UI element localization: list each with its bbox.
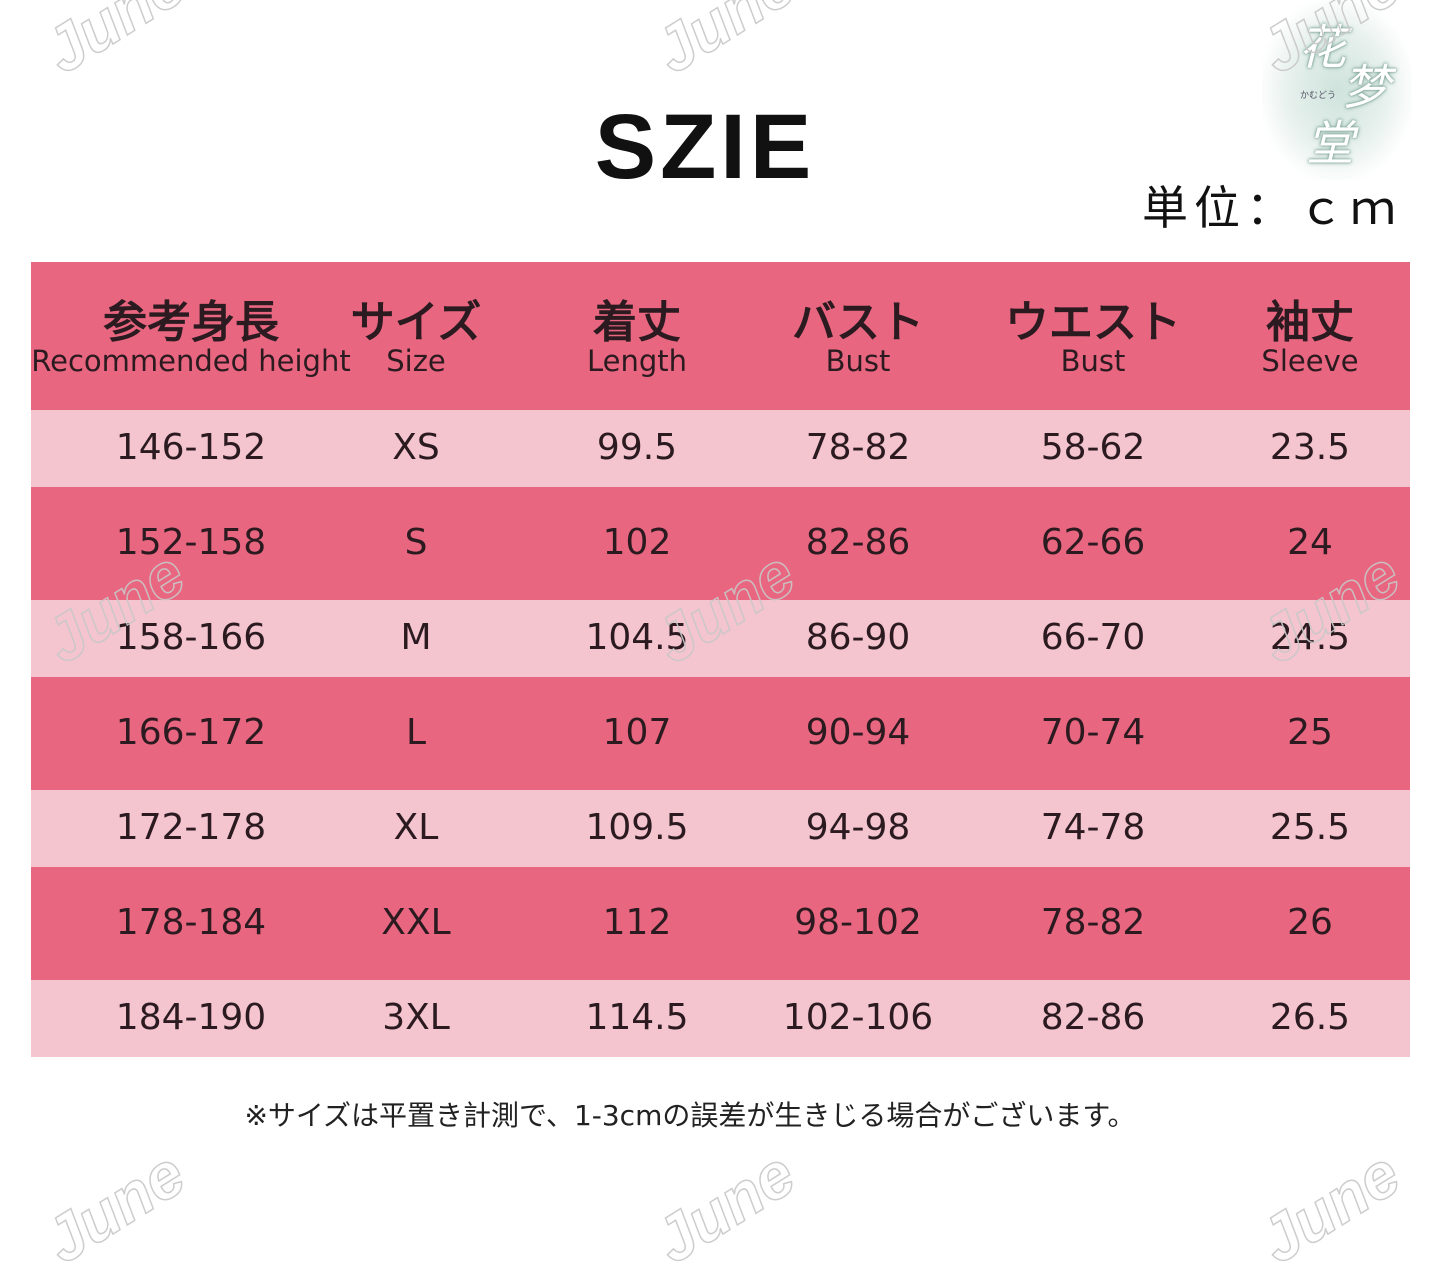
table-cell: 172-178 <box>115 806 267 848</box>
table-cell: 86-90 <box>805 616 911 658</box>
table-cell: 98-102 <box>794 901 922 943</box>
watermark: June <box>32 1136 198 1278</box>
column-header: 参考身長 Recommended height <box>31 297 351 378</box>
table-cell: XS <box>392 426 440 468</box>
column-header-en: Bust <box>1060 344 1126 378</box>
column-header-ja: 着丈 <box>593 297 681 348</box>
table-row: 184-190 3XL 114.5 102-106 82-86 26.5 <box>31 980 1410 1057</box>
table-cell: 74-78 <box>1040 806 1146 848</box>
table-cell: 90-94 <box>805 711 911 753</box>
table-cell: 107 <box>602 711 672 753</box>
column-header: サイズ Size <box>350 297 482 378</box>
column-header: バスト Bust <box>792 297 924 378</box>
table-header-row: 参考身長 Recommended height サイズ Size 着丈 Length バスト… <box>31 262 1410 410</box>
table-cell: 24.5 <box>1269 616 1351 658</box>
watermark: June <box>32 0 198 88</box>
table-cell: 166-172 <box>115 711 267 753</box>
column-header-ja: サイズ <box>350 297 482 348</box>
column-header-ja: バスト <box>792 297 924 348</box>
table-row: 158-166 M 104.5 86-90 66-70 24.5 <box>31 600 1410 677</box>
column-header: ウエスト Bust <box>1005 297 1181 378</box>
table-cell: 58-62 <box>1040 426 1146 468</box>
table-cell: L <box>405 711 427 753</box>
table-row: 152-158 S 102 82-86 62-66 24 <box>31 487 1410 600</box>
column-header-en: Size <box>386 344 446 378</box>
measurement-note: ※サイズは平置き計測で、1-3cmの誤差が生きじる場合がございます。 <box>244 1099 1136 1132</box>
table-cell: 24 <box>1287 521 1333 563</box>
table-cell: 104.5 <box>585 616 689 658</box>
column-header-ja: 袖丈 <box>1266 297 1354 348</box>
column-header-en: Recommended height <box>31 344 351 378</box>
table-cell: XXL <box>381 901 451 943</box>
table-row: 166-172 L 107 90-94 70-74 25 <box>31 677 1410 790</box>
table-cell: 102 <box>602 521 672 563</box>
column-header-ja: ウエスト <box>1005 297 1181 348</box>
column-header-en: Sleeve <box>1261 344 1359 378</box>
column-header-ja: 参考身長 <box>102 297 279 348</box>
table-cell: 94-98 <box>805 806 911 848</box>
table-cell: 23.5 <box>1269 426 1351 468</box>
table-row: 146-152 XS 99.5 78-82 58-62 23.5 <box>31 410 1410 487</box>
table-cell: 99.5 <box>596 426 678 468</box>
table-cell: M <box>400 616 432 658</box>
table-cell: 25.5 <box>1269 806 1351 848</box>
table-cell: 66-70 <box>1040 616 1146 658</box>
table-cell: 184-190 <box>115 996 267 1038</box>
column-header: 着丈 Length <box>586 297 688 378</box>
page-title: SZIE <box>594 96 816 198</box>
table-cell: 3XL <box>382 996 450 1038</box>
brand-logo: 花 梦 かむどう 堂 <box>1262 0 1412 180</box>
table-cell: 109.5 <box>585 806 689 848</box>
column-header: 袖丈 Sleeve <box>1261 297 1359 378</box>
watermark: June <box>1247 1136 1413 1278</box>
table-cell: 78-82 <box>1040 901 1146 943</box>
column-header-en: Length <box>586 344 688 378</box>
table-cell: 78-82 <box>805 426 911 468</box>
table-cell: 82-86 <box>1040 996 1146 1038</box>
table-cell: 146-152 <box>115 426 267 468</box>
table-cell: 82-86 <box>805 521 911 563</box>
table-cell: 25 <box>1287 711 1333 753</box>
table-cell: 70-74 <box>1040 711 1146 753</box>
table-cell: 102-106 <box>782 996 934 1038</box>
table-cell: 114.5 <box>585 996 689 1038</box>
watermark: June <box>642 1136 808 1278</box>
table-cell: 112 <box>602 901 672 943</box>
column-header-en: Bust <box>825 344 891 378</box>
table-cell: 158-166 <box>115 616 267 658</box>
table-cell: XL <box>393 806 439 848</box>
watermark: June <box>642 0 808 88</box>
table-cell: S <box>404 521 428 563</box>
table-cell: 26 <box>1287 901 1333 943</box>
table-cell: 152-158 <box>115 521 267 563</box>
table-row: 178-184 XXL 112 98-102 78-82 26 <box>31 867 1410 980</box>
table-cell: 26.5 <box>1269 996 1351 1038</box>
unit-label: 単位：ｃｍ <box>1142 181 1402 235</box>
size-table: 参考身長 Recommended height サイズ Size 着丈 Length バスト… <box>31 262 1410 1057</box>
table-cell: 178-184 <box>115 901 267 943</box>
table-row: 172-178 XL 109.5 94-98 74-78 25.5 <box>31 790 1410 867</box>
table-cell: 62-66 <box>1040 521 1146 563</box>
